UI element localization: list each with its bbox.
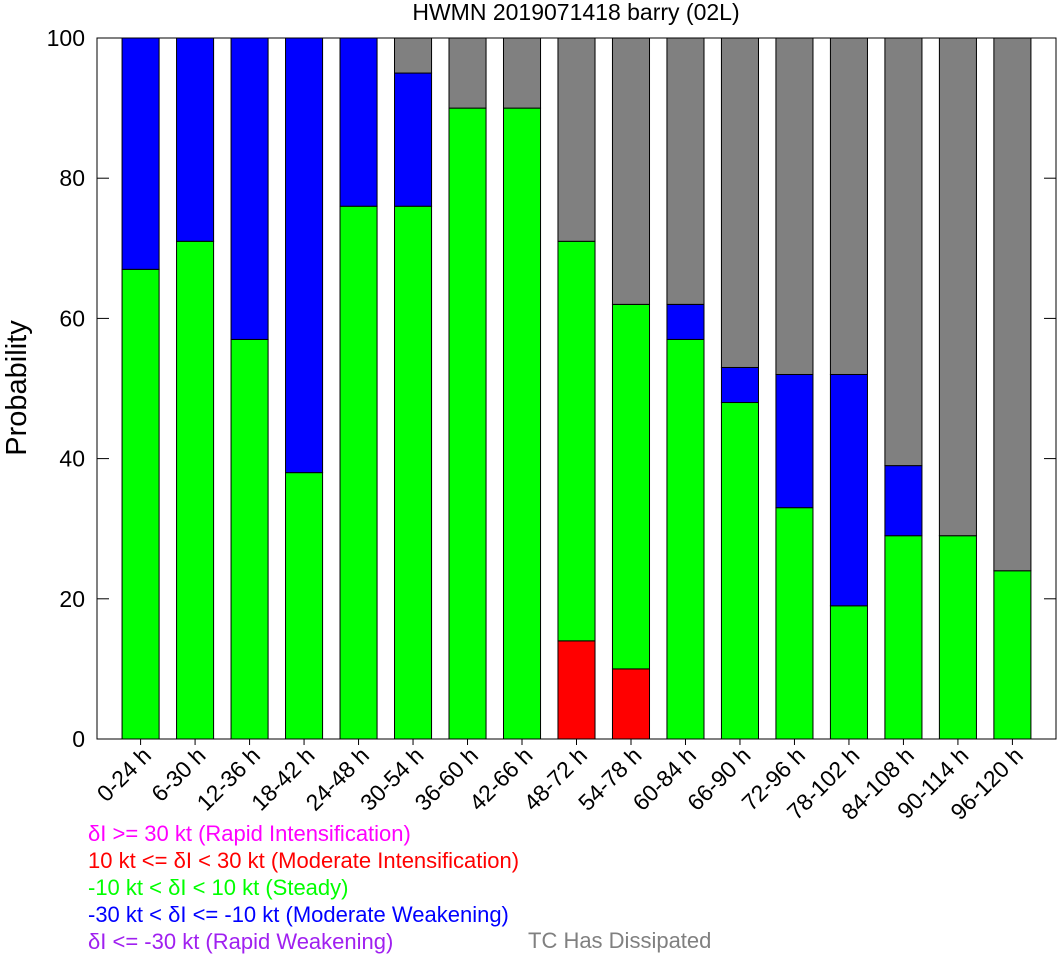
y-tick-label: 80: [59, 165, 85, 191]
bar-segment: [230, 37, 269, 340]
legend-rapid-weakening: δI <= -30 kt (Rapid Weakening): [88, 929, 394, 954]
bar-segment: [339, 205, 378, 740]
bar-segment: [557, 240, 596, 642]
x-axis-ticks: 0-24 h6-30 h12-36 h18-42 h24-48 h30-54 h…: [92, 739, 1028, 825]
bar-segment: [993, 570, 1032, 740]
plot-frame: [96, 37, 1057, 740]
bar-segment: [775, 373, 814, 509]
bar-segment: [666, 303, 705, 340]
bars-group: [121, 37, 1032, 740]
chart-title: HWMN 2019071418 barry (02L): [412, 0, 739, 25]
bar-segment: [285, 472, 324, 740]
bar-segment: [938, 535, 977, 740]
legend-dissipated: TC Has Dissipated: [528, 928, 712, 953]
bar-segment: [394, 72, 433, 207]
bar-segment: [121, 268, 160, 740]
legend: δI >= 30 kt (Rapid Intensification) 10 k…: [88, 820, 519, 955]
bar-segment: [176, 37, 215, 242]
bar-segment: [285, 37, 324, 474]
bar-segment: [666, 338, 705, 740]
bar-segment: [502, 107, 542, 740]
y-axis-label: Probability: [1, 320, 33, 456]
bar-segment: [230, 338, 269, 740]
y-tick-label: 0: [72, 726, 85, 752]
bar-segment: [775, 507, 814, 740]
bar-segment: [339, 37, 378, 207]
bar-segment: [775, 37, 814, 375]
x-tick-label: 0-24 h: [92, 742, 157, 807]
bar-segment: [884, 37, 923, 467]
y-tick-label: 100: [47, 25, 85, 51]
bar-segment: [448, 37, 487, 109]
legend-steady: -10 kt < δI < 10 kt (Steady): [88, 875, 349, 900]
bar-segment: [884, 465, 923, 537]
bar-segment: [829, 37, 868, 375]
y-tick-label: 60: [59, 305, 85, 331]
bar-segment: [448, 107, 487, 740]
legend-moderate-intensification: 10 kt <= δI < 30 kt (Moderate Intensific…: [88, 848, 520, 873]
bar-segment: [121, 37, 160, 270]
bar-segment: [993, 37, 1032, 572]
bar-segment: [394, 205, 433, 740]
bar-segment: [666, 37, 705, 305]
bar-segment: [611, 668, 651, 740]
bar-segment: [394, 37, 433, 74]
bar-segment: [720, 37, 759, 368]
y-axis-ticks: 0 20 40 60 80 100: [47, 25, 1056, 752]
bar-segment: [884, 535, 923, 740]
bar-segment: [611, 37, 651, 305]
bar-segment: [938, 37, 977, 537]
bar-segment: [557, 640, 596, 740]
bar-segment: [720, 402, 759, 740]
bar-segment: [176, 240, 215, 740]
bar-segment: [611, 303, 651, 670]
bar-segment: [557, 37, 596, 242]
bar-segment: [720, 366, 759, 404]
y-tick-label: 40: [59, 446, 85, 472]
bar-segment: [502, 37, 542, 109]
bar-segment: [829, 373, 868, 607]
legend-moderate-weakening: -30 kt < δI <= -10 kt (Moderate Weakenin…: [88, 902, 509, 927]
bar-segment: [829, 605, 868, 740]
y-tick-label: 20: [59, 586, 85, 612]
legend-rapid-intensification: δI >= 30 kt (Rapid Intensification): [88, 821, 411, 846]
